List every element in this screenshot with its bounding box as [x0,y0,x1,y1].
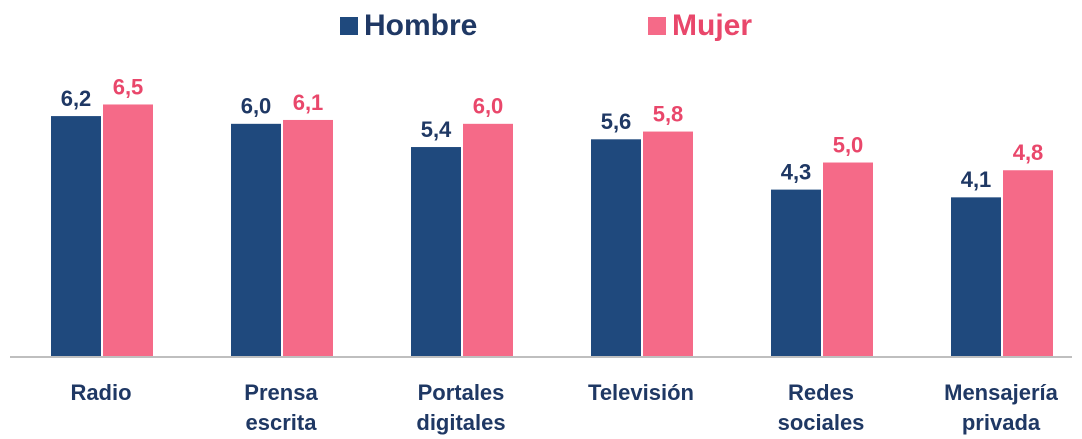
bar [463,123,513,357]
value-label: 5,6 [601,109,632,134]
value-label: 6,5 [113,74,144,99]
x-tick-label: Radio [70,380,132,405]
bar [231,123,281,357]
value-label: 5,8 [653,101,684,126]
bar [823,162,873,356]
bar [643,131,693,356]
value-label: 4,8 [1013,140,1044,165]
legend-swatch [648,17,666,35]
value-label: 4,1 [961,167,992,192]
bar [1003,170,1053,356]
bar [411,147,461,356]
x-tick-label: Prensa escrita [244,380,318,435]
bar [51,116,101,356]
value-label: 5,4 [421,117,452,142]
legend-label: Hombre [364,9,477,42]
bar [103,104,153,356]
value-label: 5,0 [833,132,864,157]
legend-swatch [340,17,358,35]
value-label: 6,0 [241,94,272,119]
x-tick-label: Mensajería privada [944,380,1058,435]
x-tick-label: Redes sociales [777,380,865,435]
x-tick-label: Televisión [588,380,694,405]
bar [951,197,1001,356]
value-label: 6,0 [473,94,504,119]
value-label: 4,3 [781,159,812,184]
bar [771,189,821,356]
value-label: 6,1 [293,90,324,115]
bar [591,139,641,356]
x-tick-label: Portales digitales [416,380,506,435]
legend-label: Mujer [672,9,752,42]
value-label: 6,2 [61,86,92,111]
bar [283,119,333,357]
